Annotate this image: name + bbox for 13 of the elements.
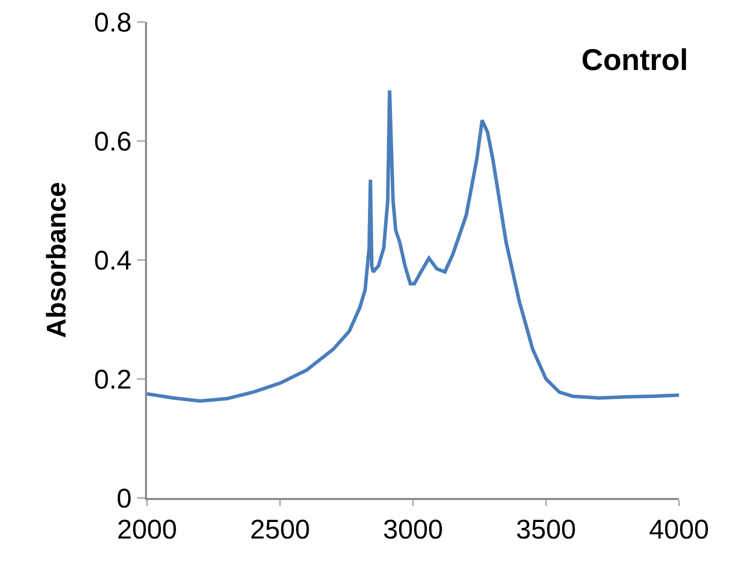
y-axis-title: Absorbance — [42, 182, 72, 338]
y-tick-label: 0.6 — [94, 126, 132, 156]
line-series — [147, 88, 679, 403]
x-tick-label: 4000 — [648, 514, 710, 544]
text: Control — [581, 44, 688, 77]
y-tick-label: 0 — [116, 483, 132, 514]
x-tick-label: 3500 — [516, 514, 576, 544]
x-tick-label: 2000 — [116, 514, 178, 544]
y-tick-label: 0.4 — [94, 245, 132, 276]
x-tick-label: 2500 — [250, 514, 310, 544]
y-tick-label: 0.2 — [94, 364, 132, 394]
x-tick-label: 3000 — [382, 514, 444, 544]
y-tick-label: 0.8 — [94, 7, 132, 38]
